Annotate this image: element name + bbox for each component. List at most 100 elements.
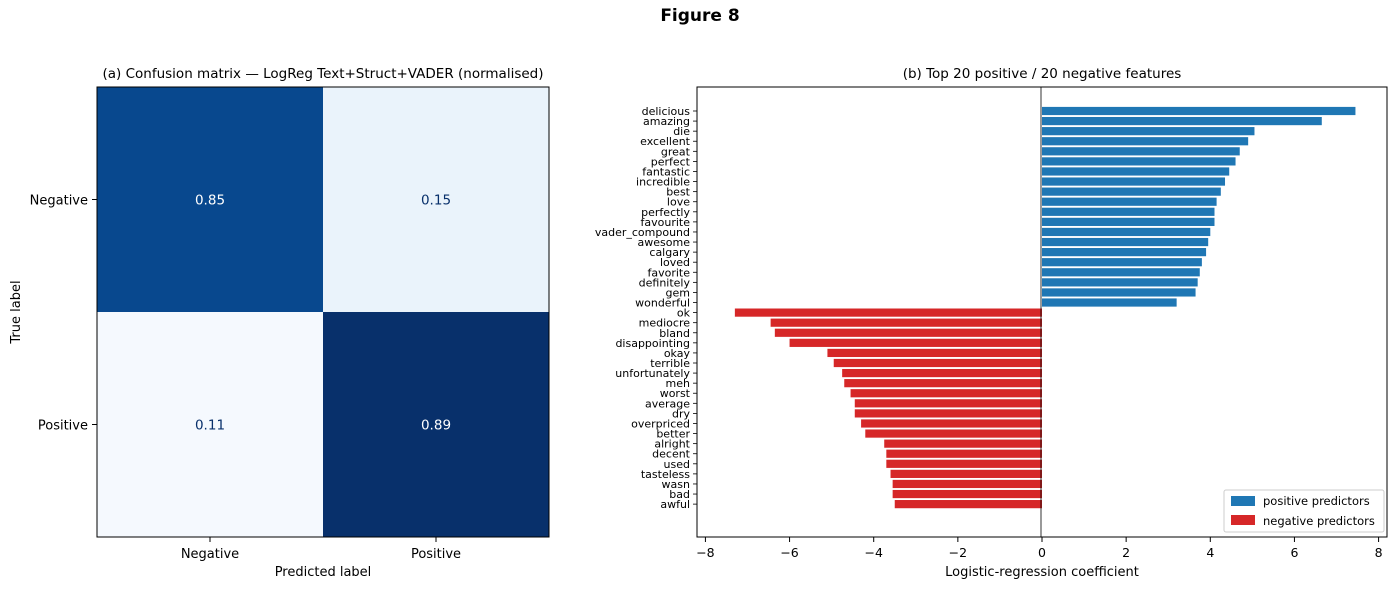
- feature-label: terrible: [650, 357, 690, 370]
- cm-x-tick-label: Positive: [411, 547, 461, 562]
- feature-label: used: [664, 458, 690, 471]
- feature-bar: [1042, 237, 1209, 247]
- feature-bar: [844, 379, 1042, 388]
- cm-y-tick-label: Negative: [30, 194, 88, 209]
- legend-box: [1223, 489, 1385, 533]
- feature-bar: [1042, 137, 1249, 146]
- feature-x-tick-label: 8: [1375, 545, 1383, 560]
- feature-label: alright: [654, 438, 690, 451]
- cm-value-label: 0.85: [195, 193, 225, 209]
- feature-label: mediocre: [639, 317, 691, 330]
- feature-x-tick-label: 2: [1122, 545, 1130, 560]
- feature-label: bland: [659, 327, 690, 340]
- confusion-matrix-frame: [96, 86, 550, 538]
- feature-bar: [1042, 268, 1200, 277]
- feature-bar: [734, 308, 1042, 317]
- legend-negative-swatch: [1231, 515, 1255, 525]
- feature-label: die: [673, 125, 690, 138]
- feature-bar: [1042, 167, 1230, 176]
- confusion-matrix-panel: (a) Confusion matrix — LogReg Text+Struc…: [9, 66, 550, 580]
- feature-label: vader_compound: [595, 226, 690, 239]
- feature-bar: [1042, 157, 1236, 166]
- feature-chart-xlabel: Logistic-regression coefficient: [945, 565, 1139, 580]
- feature-bar: [1042, 116, 1322, 126]
- feature-label: favourite: [641, 216, 691, 229]
- feature-bar: [1042, 207, 1215, 216]
- feature-label: great: [661, 145, 691, 158]
- feature-label: awesome: [638, 236, 691, 249]
- feature-label: overpriced: [631, 417, 690, 430]
- feature-x-tick-label: −2: [949, 545, 967, 560]
- feature-bar: [1042, 278, 1198, 287]
- feature-label: wonderful: [635, 297, 690, 310]
- feature-label: definitely: [639, 276, 691, 289]
- feature-bar: [865, 429, 1042, 438]
- feature-bar: [789, 338, 1042, 347]
- feature-bar: [886, 449, 1042, 458]
- feature-x-tick-label: −6: [780, 545, 798, 560]
- feature-bar: [894, 500, 1042, 509]
- feature-bar: [827, 348, 1042, 358]
- feature-label: worst: [660, 387, 691, 400]
- feature-bar: [770, 318, 1042, 327]
- feature-label: best: [666, 186, 690, 199]
- feature-label: okay: [664, 347, 691, 360]
- feature-bar: [854, 399, 1042, 408]
- feature-bar: [892, 479, 1042, 489]
- feature-bar: [854, 409, 1042, 418]
- legend-positive-swatch: [1231, 496, 1255, 506]
- feature-bar: [1042, 217, 1215, 226]
- feature-bar: [890, 469, 1042, 478]
- feature-bar: [774, 328, 1042, 337]
- feature-coefficient-panel: (b) Top 20 positive / 20 negative featur…: [595, 66, 1388, 580]
- feature-bar: [1042, 106, 1356, 116]
- feature-label: perfectly: [641, 206, 690, 219]
- feature-bar: [1042, 187, 1221, 196]
- feature-x-tick-label: 6: [1290, 545, 1298, 560]
- feature-bar: [1042, 258, 1202, 267]
- feature-bar: [1042, 197, 1217, 206]
- cm-cell: [97, 87, 323, 312]
- feature-label: decent: [652, 448, 691, 461]
- feature-label: amazing: [643, 115, 690, 128]
- feature-bar: [1042, 288, 1196, 297]
- feature-bar: [1042, 227, 1211, 237]
- feature-x-tick-label: 4: [1206, 545, 1214, 560]
- feature-label: average: [645, 397, 690, 410]
- cm-x-tick-label: Negative: [181, 547, 239, 562]
- feature-bar: [861, 419, 1042, 428]
- cm-cell: [97, 312, 323, 537]
- feature-label: wasn: [662, 478, 690, 491]
- feature-bar: [1042, 298, 1177, 307]
- feature-bar: [886, 459, 1042, 468]
- confusion-matrix-xlabel: Predicted label: [275, 565, 372, 580]
- feature-label: incredible: [636, 176, 690, 189]
- cm-value-label: 0.15: [421, 193, 451, 209]
- feature-x-tick-label: −4: [864, 545, 882, 560]
- feature-bar: [833, 358, 1042, 368]
- feature-bar: [1042, 248, 1207, 257]
- feature-label: calgary: [649, 246, 690, 259]
- cm-value-label: 0.89: [421, 418, 451, 434]
- confusion-matrix-title: (a) Confusion matrix — LogReg Text+Struc…: [103, 66, 544, 82]
- feature-label: favorite: [647, 266, 690, 279]
- feature-label: gem: [666, 286, 690, 299]
- cm-value-label: 0.11: [195, 418, 225, 434]
- feature-label: delicious: [642, 105, 691, 118]
- confusion-matrix-ylabel: True label: [9, 280, 24, 344]
- legend: positive predictors negative predictors: [1223, 489, 1385, 533]
- feature-chart-title: (b) Top 20 positive / 20 negative featur…: [903, 66, 1182, 82]
- legend-positive-label: positive predictors: [1263, 494, 1370, 508]
- feature-label: meh: [666, 377, 690, 390]
- feature-bar: [850, 389, 1042, 398]
- feature-label: unfortunately: [615, 367, 690, 380]
- cm-cell: [323, 87, 549, 312]
- feature-label: awful: [660, 498, 690, 511]
- cm-y-tick-label: Positive: [38, 419, 88, 434]
- feature-label: disappointing: [615, 337, 690, 350]
- feature-x-tick-label: −8: [696, 545, 714, 560]
- legend-negative-label: negative predictors: [1263, 514, 1375, 528]
- feature-label: fantastic: [642, 165, 690, 178]
- feature-bar: [842, 368, 1042, 378]
